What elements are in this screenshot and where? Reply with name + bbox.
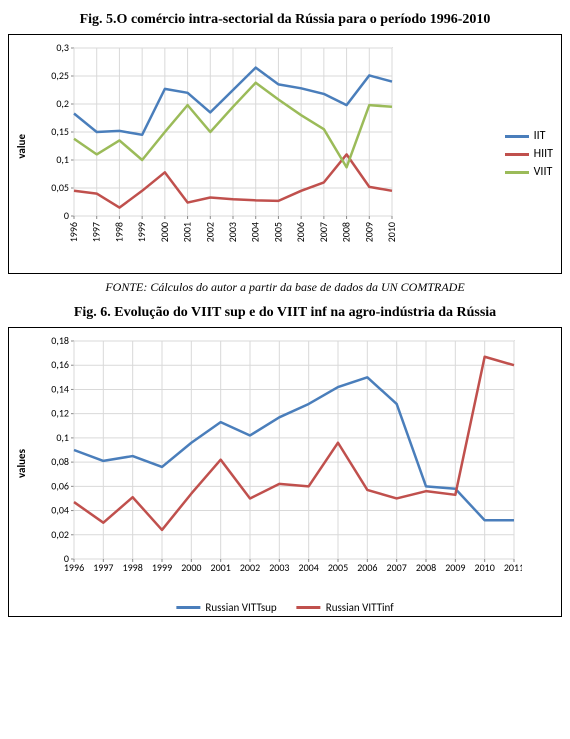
legend-swatch (505, 171, 529, 174)
svg-text:2009: 2009 (445, 561, 465, 574)
legend-label: HIIT (534, 147, 553, 161)
svg-text:2007: 2007 (387, 561, 407, 574)
svg-text:2006: 2006 (357, 561, 377, 574)
svg-text:2000: 2000 (181, 561, 201, 574)
legend-item: IIT (505, 129, 553, 143)
svg-text:0,25: 0,25 (51, 69, 69, 82)
legend-swatch (505, 135, 529, 138)
svg-text:0: 0 (64, 209, 69, 222)
svg-text:0,05: 0,05 (51, 181, 69, 194)
svg-text:0,1: 0,1 (56, 431, 69, 444)
svg-text:1999: 1999 (135, 222, 148, 242)
legend-item: VIIT (505, 165, 553, 179)
svg-text:2003: 2003 (269, 561, 289, 574)
fig5-ylabel: value (15, 134, 28, 159)
fig5-chart: value 0 0,05 0,1 0,15 0,2 0,25 0,3 1996 1997 1998… (8, 34, 562, 274)
fig5-caption: FONTE: Cálculos do autor a partir da bas… (8, 280, 562, 295)
legend-label: Russian VITTinf (326, 601, 394, 614)
svg-text:2009: 2009 (362, 222, 375, 242)
fig5-title: Fig. 5.O comércio intra-sectorial da Rús… (8, 12, 562, 28)
svg-text:2005: 2005 (271, 222, 284, 242)
svg-text:1999: 1999 (152, 561, 172, 574)
legend-label: VIIT (534, 165, 553, 179)
svg-text:0,2: 0,2 (56, 97, 69, 110)
legend-item: Russian VITTinf (297, 601, 394, 614)
svg-text:0,06: 0,06 (51, 479, 69, 492)
fig6-legend: Russian VITTsup Russian VITTinf (176, 601, 393, 614)
svg-text:0,12: 0,12 (51, 407, 69, 420)
fig6-chart: values 00,020,040,060,080,10,120,140,160… (8, 327, 562, 617)
fig6-ylabel: values (15, 449, 28, 478)
svg-text:2008: 2008 (340, 222, 353, 242)
svg-text:0,15: 0,15 (51, 125, 69, 138)
svg-text:0,14: 0,14 (51, 382, 69, 395)
svg-text:2006: 2006 (294, 222, 307, 242)
svg-text:1996: 1996 (64, 561, 84, 574)
legend-swatch (297, 606, 321, 609)
svg-text:2008: 2008 (416, 561, 436, 574)
svg-text:2000: 2000 (158, 222, 171, 242)
svg-text:2002: 2002 (203, 222, 216, 242)
fig5-legend: IIT HIIT VIIT (505, 125, 553, 183)
svg-text:1996: 1996 (67, 222, 80, 242)
svg-text:2002: 2002 (240, 561, 260, 574)
svg-text:2003: 2003 (226, 222, 239, 242)
svg-text:2001: 2001 (211, 561, 231, 574)
svg-text:0,02: 0,02 (51, 528, 69, 541)
legend-label: IIT (534, 129, 546, 143)
legend-label: Russian VITTsup (205, 601, 276, 614)
svg-text:2001: 2001 (181, 222, 194, 242)
svg-text:0,16: 0,16 (51, 358, 69, 371)
svg-text:1998: 1998 (112, 222, 125, 242)
svg-text:2007: 2007 (317, 222, 330, 242)
legend-swatch (176, 606, 200, 609)
fig6-plot: 00,020,040,060,080,10,120,140,160,181996… (32, 335, 555, 593)
legend-item: Russian VITTsup (176, 601, 276, 614)
svg-text:0,08: 0,08 (51, 455, 69, 468)
fig5-plot: 0 0,05 0,1 0,15 0,2 0,25 0,3 1996 1997 1998 1999 20… (32, 42, 555, 250)
fig6-title: Fig. 6. Evolução do VIIT sup e do VIIT i… (8, 305, 562, 321)
svg-text:2004: 2004 (299, 561, 319, 574)
svg-text:2010: 2010 (385, 222, 398, 242)
svg-text:1998: 1998 (123, 561, 143, 574)
svg-text:0,04: 0,04 (51, 504, 69, 517)
legend-item: HIIT (505, 147, 553, 161)
svg-text:0,3: 0,3 (56, 42, 69, 54)
svg-text:2004: 2004 (249, 222, 262, 242)
svg-text:2011: 2011 (504, 561, 522, 574)
svg-text:0,18: 0,18 (51, 335, 69, 347)
legend-swatch (505, 153, 529, 156)
svg-text:2010: 2010 (475, 561, 495, 574)
svg-text:2005: 2005 (328, 561, 348, 574)
svg-text:1997: 1997 (93, 561, 113, 574)
svg-text:1997: 1997 (90, 222, 103, 242)
svg-text:0,1: 0,1 (56, 153, 69, 166)
